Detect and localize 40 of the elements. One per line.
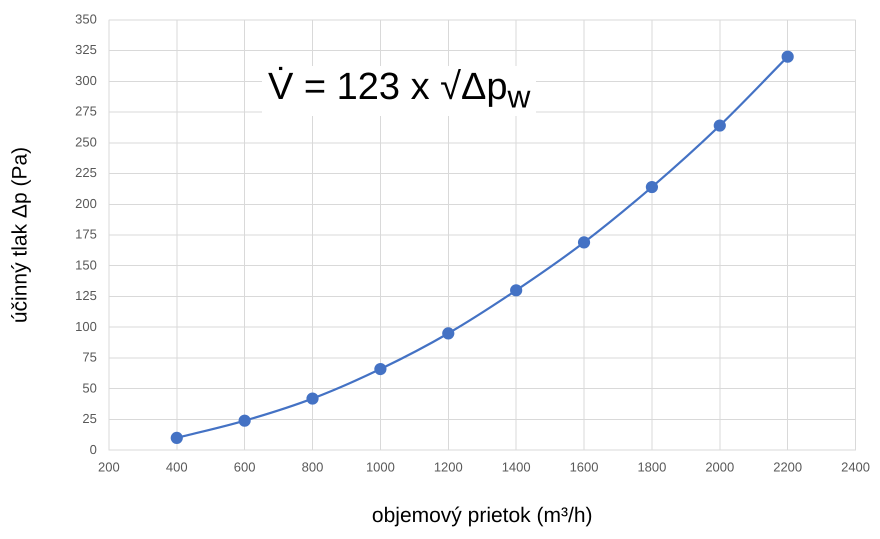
x-tick-label: 800 bbox=[302, 460, 324, 475]
point bbox=[646, 180, 658, 194]
x-tick-label: 1600 bbox=[570, 460, 598, 475]
y-tick-label: 25 bbox=[82, 411, 97, 426]
y-tick-label: 325 bbox=[75, 42, 97, 58]
point bbox=[578, 236, 590, 248]
y-tick-label: 200 bbox=[75, 196, 97, 211]
y-tick-label: 175 bbox=[75, 226, 97, 242]
point bbox=[714, 119, 726, 132]
y-tick-label: 0 bbox=[90, 442, 97, 457]
point bbox=[782, 50, 794, 63]
x-tick-label: 1200 bbox=[434, 460, 463, 475]
x-tick-label: 1800 bbox=[637, 460, 666, 475]
x-tick-label: 2200 bbox=[773, 460, 802, 475]
point bbox=[510, 284, 522, 296]
x-tick-label: 2000 bbox=[705, 460, 734, 475]
x-tick-label: 2400 bbox=[841, 460, 870, 475]
y-tick-label: 75 bbox=[82, 350, 97, 365]
x-tick-label: 200 bbox=[98, 460, 120, 475]
y-tick-label: 50 bbox=[82, 380, 97, 396]
x-tick-label: 1400 bbox=[502, 460, 531, 475]
y-tick-label: 125 bbox=[75, 288, 97, 304]
point bbox=[306, 392, 319, 405]
y-tick-label: 300 bbox=[75, 72, 97, 88]
y-tick-label: 150 bbox=[75, 257, 97, 272]
annotation: V̇ = 123 x √Δp$_{w}$ bbox=[262, 66, 536, 116]
y-axis-title: účinný tlak Δp (Pa) bbox=[8, 146, 32, 324]
point bbox=[442, 327, 454, 340]
x-tick-label: 1000 bbox=[366, 460, 395, 475]
y-tick-label: 275 bbox=[75, 104, 97, 119]
y-tick-label: 350 bbox=[75, 11, 97, 26]
y-tick-label: 225 bbox=[75, 165, 97, 180]
x-tick-label: 400 bbox=[166, 460, 188, 475]
y-tick-label: 100 bbox=[75, 318, 97, 334]
point bbox=[238, 414, 251, 427]
x-axis-title: objemový prietok (m³/h) bbox=[372, 504, 592, 528]
point bbox=[374, 362, 386, 376]
point bbox=[170, 432, 183, 444]
x-tick-label: 600 bbox=[234, 460, 256, 475]
y-tick-label: 250 bbox=[75, 134, 97, 150]
